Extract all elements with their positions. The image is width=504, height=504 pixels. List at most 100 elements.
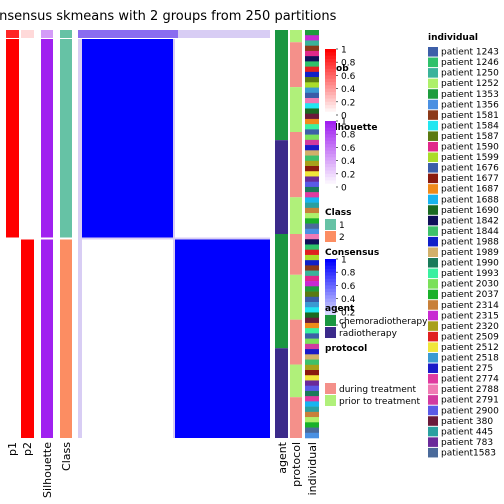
legend-swatch-individual <box>428 68 438 78</box>
individual-cell <box>305 234 319 240</box>
individual-cell <box>305 312 319 318</box>
header-cell-class <box>60 30 72 38</box>
legend-gradient-silhouette-step <box>325 127 336 132</box>
individual-cell <box>305 192 319 198</box>
legend-swatch-agent <box>325 315 336 326</box>
legend-gradient-prob-step <box>325 55 336 60</box>
legend-gradient-consensus-step <box>325 265 336 270</box>
individual-cell <box>305 265 319 271</box>
legend-swatch-individual <box>428 321 438 331</box>
legend-label-individual: patient 1989 <box>441 248 499 258</box>
legend-gradient-prob-step <box>325 62 336 66</box>
legend-gradient-consensus-step <box>325 268 336 273</box>
legend-label-individual: patient 1993 <box>441 269 499 279</box>
individual-cell <box>305 364 319 371</box>
legend-gradient-prob-step <box>325 111 336 116</box>
legend-label-individual: patient 1246 <box>441 58 499 68</box>
legend-gradient-silhouette-step <box>325 144 336 148</box>
column-label-agent: agent <box>276 441 289 473</box>
legend-gradient-silhouette-step <box>325 140 336 145</box>
legend-swatch-individual <box>428 247 438 257</box>
legend-swatch-individual <box>428 89 438 99</box>
individual-cell <box>305 396 319 402</box>
individual-cell <box>305 218 319 224</box>
legend-tick-label-consensus: 1 <box>341 256 347 266</box>
legend-gradient-prob-step <box>325 105 336 109</box>
individual-cell <box>305 291 319 298</box>
legend-swatch-individual <box>428 279 438 289</box>
individual-cell <box>305 370 319 376</box>
protocol-segment-1 <box>290 30 302 43</box>
individual-cell <box>305 333 319 339</box>
legend-label-individual: patient 2314 <box>441 301 499 311</box>
legend-label-agent: radiotherapy <box>339 329 398 339</box>
legend-swatch-class <box>325 219 336 230</box>
legend-gradient-silhouette-step <box>325 121 336 125</box>
legend-tick-label-prob: 0.8 <box>341 59 356 69</box>
legend-gradient-consensus-step <box>325 298 336 303</box>
individual-cell <box>305 317 319 324</box>
individual-cell <box>305 422 319 428</box>
legend-gradient-consensus-step <box>325 285 336 290</box>
p1-cell-group-1 <box>6 39 19 238</box>
legend-label-individual: patient 1590 <box>441 143 499 153</box>
individual-cell <box>305 186 319 193</box>
legend-label-class: 1 <box>339 221 345 231</box>
legend-gradient-consensus-step <box>325 295 336 300</box>
consensus-cell-1-1 <box>78 39 174 238</box>
legend-gradient-silhouette-step <box>325 183 336 188</box>
individual-cell <box>305 45 319 52</box>
consensus-cell-1-2 <box>174 39 270 238</box>
individual-cell <box>305 275 319 282</box>
legend-swatch-protocol <box>325 383 336 394</box>
legend-swatch-individual <box>428 226 438 236</box>
individual-cell <box>305 401 319 407</box>
header-cell-silhouette <box>41 30 53 38</box>
legend-gradient-prob-step <box>325 78 336 83</box>
legend-gradient-silhouette-step <box>325 154 336 158</box>
legend-swatch-individual <box>428 131 438 141</box>
individual-cell <box>305 427 319 434</box>
legend-label-individual: patient 1990 <box>441 259 499 269</box>
legend-gradient-silhouette-step <box>325 163 336 168</box>
protocol-segment-10 <box>290 397 302 438</box>
legend-label-individual: patient 2320 <box>441 322 499 332</box>
individual-cell <box>305 322 319 329</box>
legend-gradient-silhouette-step <box>325 150 336 155</box>
individual-cell <box>305 35 319 41</box>
legend-gradient-consensus-step <box>325 301 336 306</box>
legend-swatch-individual <box>428 342 438 352</box>
legend-gradient-consensus-step <box>325 282 336 286</box>
legend-label-class: 2 <box>339 233 345 243</box>
individual-cell <box>305 432 319 439</box>
individual-cell <box>305 239 319 245</box>
legend-swatch-individual <box>428 99 438 110</box>
legend-title-prob: Prob <box>325 64 349 74</box>
legend-swatch-individual <box>428 57 438 68</box>
legend-title-consensus: Consensus <box>325 248 379 258</box>
legend-swatch-individual <box>428 163 438 173</box>
legend-swatch-individual <box>428 47 438 57</box>
header-cell-p1 <box>6 30 19 38</box>
individual-cell <box>305 108 319 114</box>
legend-label-individual: patient 275 <box>441 364 493 374</box>
legend-swatch-individual <box>428 310 438 321</box>
legend-tick-label-silhouette: 0.8 <box>341 131 356 141</box>
legend-label-individual: patient 1842 <box>441 216 499 226</box>
legend-gradient-prob-step <box>325 85 336 90</box>
column-label-class: Class <box>60 442 73 471</box>
legend-swatch-individual <box>428 384 438 395</box>
consensus-header-strip-group-1 <box>78 30 178 38</box>
legend-swatch-individual <box>428 395 438 405</box>
individual-cell <box>305 181 319 188</box>
legend-label-individual: patient 2037 <box>441 290 499 300</box>
individual-cell <box>305 390 319 397</box>
legend-gradient-consensus-step <box>325 305 336 309</box>
protocol-segment-9 <box>290 364 302 398</box>
legend-gradient-silhouette-step <box>325 147 336 152</box>
legend-gradient-prob-step <box>325 65 336 70</box>
individual-cell <box>305 77 319 83</box>
legend-title-agent: agent <box>325 304 355 314</box>
legend-tick-label-silhouette: 1 <box>341 118 347 128</box>
